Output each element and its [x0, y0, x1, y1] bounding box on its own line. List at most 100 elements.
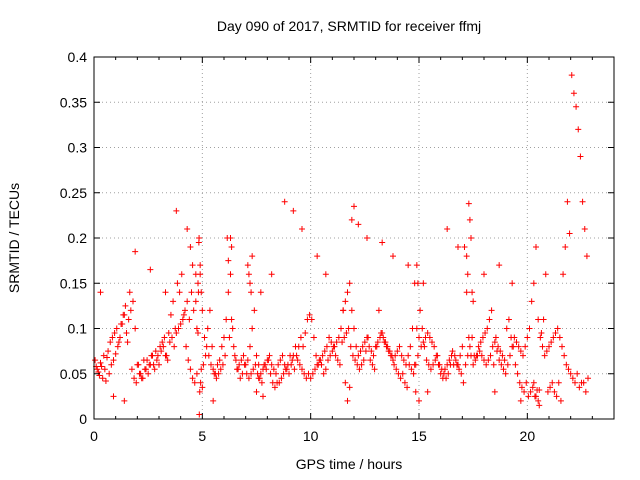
data-point: [198, 366, 205, 373]
data-point: [108, 361, 115, 368]
data-point: [105, 348, 112, 355]
data-point: [351, 203, 357, 210]
data-point: [244, 357, 251, 364]
data-point: [113, 325, 120, 332]
data-point: [248, 370, 255, 377]
data-point: [307, 375, 314, 382]
data-point: [106, 370, 113, 377]
data-point: [512, 361, 519, 368]
data-point: [245, 375, 252, 382]
data-point: [253, 352, 260, 359]
data-point: [583, 253, 590, 260]
data-point: [522, 343, 529, 350]
data-point: [267, 370, 274, 377]
data-point: [334, 357, 341, 364]
data-point: [308, 316, 315, 323]
data-point: [287, 352, 294, 359]
data-point: [544, 388, 551, 395]
data-point: [347, 343, 354, 350]
data-point: [189, 375, 196, 382]
data-point: [504, 361, 511, 368]
data-point: [156, 361, 162, 368]
data-point: [462, 361, 469, 368]
data-point: [102, 377, 109, 384]
data-point: [394, 348, 401, 355]
data-point: [364, 235, 370, 241]
data-point: [496, 262, 503, 269]
data-point: [390, 357, 396, 364]
data-point: [358, 361, 365, 368]
data-point: [530, 379, 537, 386]
data-point: [464, 271, 471, 278]
data-point: [540, 316, 547, 323]
data-point: [197, 379, 204, 386]
data-point: [517, 397, 524, 404]
data-point: [533, 393, 539, 400]
data-point: [562, 244, 569, 251]
data-point: [386, 348, 393, 355]
data-point: [206, 307, 213, 314]
data-point: [496, 357, 503, 364]
data-point: [543, 348, 550, 355]
data-point: [228, 244, 235, 251]
data-point: [581, 225, 588, 232]
data-point: [529, 384, 536, 391]
data-point: [236, 361, 243, 368]
data-point: [460, 379, 467, 386]
data-point: [416, 334, 422, 341]
data-point: [451, 352, 458, 359]
data-point: [137, 370, 144, 377]
data-point: [413, 262, 420, 269]
data-point: [516, 379, 523, 386]
data-point: [561, 352, 568, 359]
data-point: [219, 361, 226, 368]
data-point: [226, 334, 233, 341]
data-point: [405, 262, 412, 269]
data-point: [473, 352, 480, 359]
data-point: [539, 343, 546, 350]
data-point: [148, 352, 155, 359]
data-point: [221, 334, 227, 341]
data-point: [253, 388, 260, 395]
data-point: [405, 352, 412, 359]
data-point: [390, 253, 396, 260]
data-point: [449, 348, 456, 355]
data-point: [526, 325, 533, 332]
data-point: [188, 289, 195, 296]
data-point: [321, 348, 328, 355]
data-point: [481, 271, 487, 278]
data-point: [289, 357, 296, 364]
data-point: [114, 343, 121, 350]
data-point: [135, 361, 142, 368]
data-point: [557, 397, 564, 404]
data-point: [585, 375, 591, 382]
data-point: [502, 370, 509, 377]
data-point: [329, 348, 336, 355]
data-point: [222, 352, 229, 359]
data-point: [133, 379, 140, 386]
data-point: [413, 325, 420, 332]
data-point: [574, 370, 581, 377]
data-point: [184, 225, 191, 232]
data-point: [245, 271, 252, 278]
data-point: [343, 330, 350, 337]
data-point: [411, 361, 418, 368]
data-point: [463, 289, 470, 296]
data-point: [284, 361, 291, 368]
data-point: [120, 311, 127, 318]
data-point: [541, 352, 548, 359]
data-point: [223, 316, 230, 323]
data-point: [340, 307, 347, 314]
data-point: [472, 357, 479, 364]
data-point: [579, 198, 586, 205]
data-point: [361, 339, 368, 346]
data-point: [456, 366, 463, 373]
data-point: [238, 357, 245, 364]
data-point: [547, 384, 554, 391]
data-point: [273, 370, 279, 377]
data-point: [147, 266, 154, 273]
data-point: [417, 307, 424, 314]
data-point: [268, 271, 275, 278]
data-point: [94, 366, 101, 373]
